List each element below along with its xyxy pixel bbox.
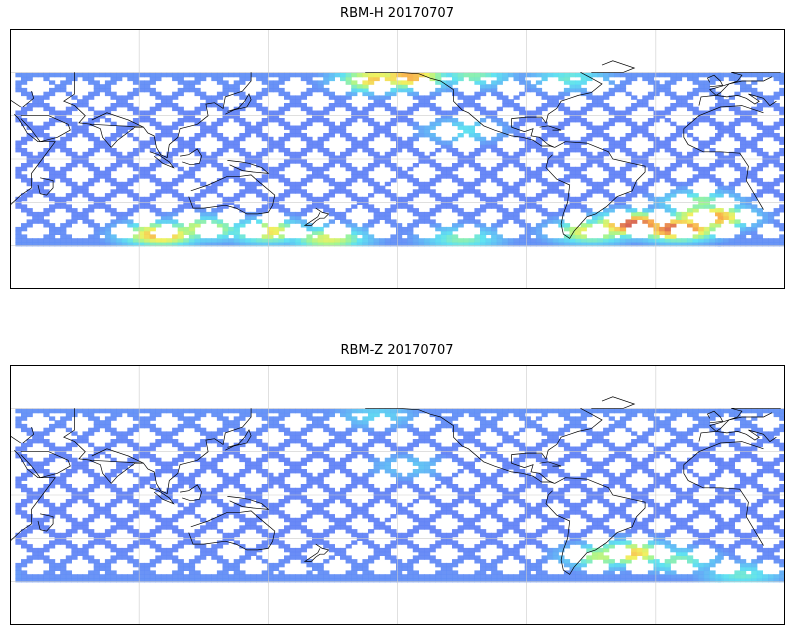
coastline-namerica <box>365 407 603 484</box>
coastline-europe <box>10 407 781 444</box>
coastline-arabia <box>20 115 71 143</box>
coastline-arabia <box>20 451 71 479</box>
panel-title-rbm-z: RBM-Z 20170707 <box>340 343 454 358</box>
coastline-uk <box>707 74 724 88</box>
coastline-india <box>89 448 144 484</box>
coastline-samerica <box>545 141 646 239</box>
coastline-borneo <box>180 484 202 502</box>
coastline-cuba <box>539 461 562 467</box>
coastline-cuba <box>539 125 562 131</box>
coastline-nz <box>303 543 330 562</box>
coastlines <box>10 60 781 239</box>
coastline-india <box>89 112 144 148</box>
coastline-madagascar <box>37 177 54 196</box>
gridlines <box>10 365 785 625</box>
map-panel-rbm-z <box>10 365 785 625</box>
coastline-uk <box>707 410 724 424</box>
map-frame <box>10 29 785 289</box>
coastline-greenland <box>591 60 636 73</box>
coastlines <box>10 396 781 575</box>
coastline-greenland <box>591 396 636 409</box>
coastline-sumatra <box>149 487 175 505</box>
coastline-samerica <box>545 477 646 575</box>
panel-title-rbm-h: RBM-H 20170707 <box>340 6 454 21</box>
swath-layer <box>15 72 785 247</box>
coastline-australia <box>188 510 276 551</box>
swath-layer <box>15 408 785 583</box>
coastline-asia <box>63 408 252 495</box>
coastline-newguinea <box>227 160 270 174</box>
map-frame <box>10 365 785 625</box>
map-panel-rbm-h <box>10 29 785 289</box>
coastline-japan <box>225 429 252 451</box>
gridlines <box>10 29 785 289</box>
coastline-australia <box>188 174 276 215</box>
coastline-asia <box>63 72 252 159</box>
coastline-sumatra <box>149 151 175 169</box>
coastline-africa <box>10 105 764 210</box>
coastline-namerica <box>365 71 603 148</box>
coastline-newguinea <box>227 496 270 510</box>
coastline-madagascar <box>37 513 54 532</box>
coastline-nz <box>303 207 330 226</box>
coastline-europe <box>10 71 781 108</box>
coastline-africa <box>10 441 764 546</box>
coastline-borneo <box>180 148 202 166</box>
coastline-japan <box>225 93 252 115</box>
